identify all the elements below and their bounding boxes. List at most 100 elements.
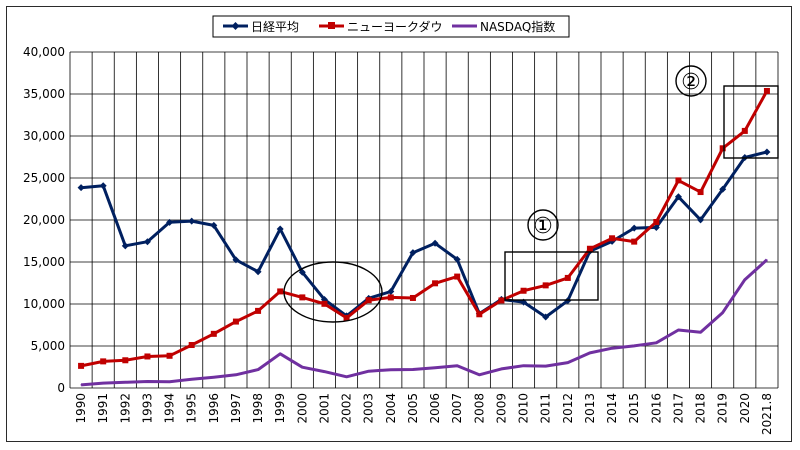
data-point-nasdaq bbox=[390, 369, 392, 371]
series-line-nasdaq bbox=[80, 258, 768, 387]
data-point-dow bbox=[631, 238, 638, 245]
data-point-nasdaq bbox=[589, 352, 591, 354]
data-point-nikkei bbox=[276, 225, 284, 233]
x-tick-label: 2010 bbox=[517, 393, 531, 424]
x-tick-label: 1992 bbox=[118, 393, 132, 424]
legend-box bbox=[212, 15, 570, 38]
y-tick-label: 10,000 bbox=[23, 297, 65, 311]
data-point-nasdaq bbox=[611, 347, 613, 349]
data-point-dow bbox=[78, 362, 85, 369]
data-point-dow bbox=[454, 273, 461, 280]
data-point-nikkei bbox=[99, 182, 107, 190]
data-point-nikkei bbox=[143, 238, 151, 246]
x-tick-label: 2017 bbox=[671, 393, 685, 424]
data-point-nikkei bbox=[232, 256, 240, 264]
data-point-dow bbox=[188, 342, 195, 349]
data-point-nasdaq bbox=[102, 382, 104, 384]
y-tick-label: 5,000 bbox=[31, 339, 65, 353]
legend: 日経平均 ニューヨークダウ NASDAQ指数 bbox=[212, 15, 570, 38]
data-point-nikkei bbox=[630, 224, 638, 232]
data-point-nasdaq bbox=[412, 368, 414, 371]
data-point-nasdaq bbox=[766, 259, 768, 261]
y-tick-label: 40,000 bbox=[23, 45, 65, 59]
data-point-dow bbox=[409, 294, 416, 301]
x-tick-label: 2021.8 bbox=[760, 393, 774, 435]
x-tick-label: 2001 bbox=[317, 393, 331, 424]
data-point-nikkei bbox=[166, 218, 174, 226]
x-tick-label: 1996 bbox=[207, 393, 221, 424]
data-point-dow bbox=[144, 353, 151, 360]
x-tick-label: 2011 bbox=[539, 393, 553, 424]
y-tick-label: 25,000 bbox=[23, 171, 65, 185]
data-point-nikkei bbox=[674, 193, 682, 201]
data-point-dow bbox=[697, 189, 704, 196]
data-point-dow bbox=[542, 282, 549, 289]
data-point-nasdaq bbox=[279, 353, 281, 355]
data-point-dow bbox=[299, 294, 306, 301]
data-point-nikkei bbox=[431, 239, 439, 247]
data-point-nasdaq bbox=[168, 381, 171, 383]
legend-item-nikkei: 日経平均 bbox=[223, 20, 299, 34]
x-tick-label: 1991 bbox=[96, 393, 110, 424]
data-point-dow bbox=[210, 330, 217, 337]
data-point-nikkei bbox=[697, 216, 705, 224]
data-point-dow bbox=[719, 145, 726, 152]
data-point-nasdaq bbox=[368, 370, 370, 372]
data-point-nasdaq bbox=[146, 380, 149, 383]
data-point-nasdaq bbox=[323, 371, 326, 373]
data-point-nikkei bbox=[387, 287, 395, 295]
legend-label-nasdaq: NASDAQ指数 bbox=[480, 19, 555, 34]
data-point-nikkei bbox=[121, 242, 129, 250]
data-point-nasdaq bbox=[744, 279, 746, 281]
data-point-nasdaq bbox=[522, 365, 525, 367]
x-tick-label: 2002 bbox=[340, 393, 354, 424]
legend-label-dow: ニューヨークダウ bbox=[347, 19, 443, 34]
y-tick-label: 30,000 bbox=[23, 129, 65, 143]
data-point-dow bbox=[100, 358, 107, 365]
data-point-nikkei bbox=[188, 217, 196, 225]
data-point-dow bbox=[520, 287, 527, 294]
data-point-dow bbox=[387, 294, 394, 301]
x-tick-label: 2000 bbox=[295, 393, 309, 424]
data-point-dow bbox=[609, 235, 616, 242]
data-point-nasdaq bbox=[699, 331, 702, 333]
x-tick-label: 1990 bbox=[74, 393, 88, 424]
x-tick-label: 2012 bbox=[561, 393, 575, 424]
data-point-dow bbox=[564, 274, 571, 281]
data-point-dow bbox=[675, 177, 682, 184]
data-point-nikkei bbox=[763, 148, 771, 156]
data-point-dow bbox=[653, 218, 660, 225]
data-point-nikkei bbox=[652, 223, 660, 231]
annotation-label-2: ② bbox=[681, 70, 701, 95]
data-point-nikkei bbox=[719, 185, 727, 193]
data-point-dow bbox=[232, 318, 239, 325]
x-tick-label: 2006 bbox=[428, 393, 442, 424]
data-point-nikkei bbox=[210, 221, 218, 229]
x-tick-label: 2016 bbox=[649, 393, 663, 424]
data-point-nasdaq bbox=[301, 366, 303, 368]
x-tick-label: 1999 bbox=[273, 393, 287, 424]
x-tick-label: 2019 bbox=[716, 393, 730, 424]
data-point-nikkei bbox=[298, 268, 306, 276]
data-point-nasdaq bbox=[124, 381, 126, 383]
y-tick-label: 15,000 bbox=[23, 255, 65, 269]
x-tick-label: 2003 bbox=[362, 393, 376, 424]
data-point-nikkei bbox=[77, 184, 85, 192]
data-point-dow bbox=[365, 297, 372, 304]
data-point-dow bbox=[321, 300, 328, 307]
annotation-box-2 bbox=[723, 85, 779, 159]
data-point-nikkei bbox=[254, 268, 262, 276]
legend-item-nasdaq: NASDAQ指数 bbox=[452, 19, 555, 34]
data-point-dow bbox=[343, 314, 350, 321]
data-point-nasdaq bbox=[655, 342, 657, 344]
data-point-nasdaq bbox=[633, 345, 635, 347]
x-tick-label: 2015 bbox=[627, 393, 641, 424]
annotation-circle-1 bbox=[527, 209, 559, 241]
data-point-nasdaq bbox=[567, 362, 569, 364]
plot-area: 0 5,000 10,000 15,000 20,000 25,000 30,000 35,0… bbox=[23, 45, 779, 435]
data-point-nikkei bbox=[453, 255, 461, 263]
legend-label-nikkei: 日経平均 bbox=[251, 20, 299, 34]
series-line-nikkei bbox=[80, 150, 768, 319]
data-point-nasdaq bbox=[434, 367, 436, 369]
